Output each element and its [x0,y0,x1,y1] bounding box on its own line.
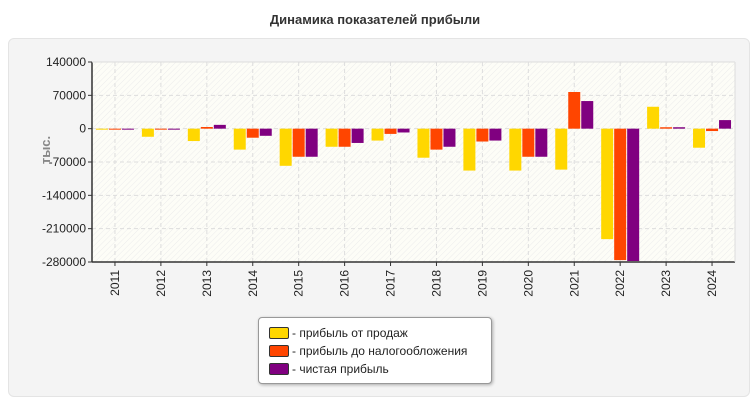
legend-label: - прибыль до налогообложения [292,344,468,358]
x-tick-label: 2011 [108,270,122,296]
bar-2014-series-2 [259,128,272,136]
bar-2017-series-2 [397,128,410,133]
bar-2012-series-1 [154,128,167,130]
x-tick-label: 2020 [521,270,535,297]
y-tick-label: -280000 [42,255,86,269]
bar-2011-series-0 [95,128,108,130]
x-tick-label: 2013 [200,270,214,297]
y-tick-label: -140000 [42,188,86,202]
bar-2020-series-0 [509,128,522,171]
bar-2014-series-0 [233,128,246,150]
bar-2011-series-2 [121,128,134,130]
bar-2021-series-2 [581,101,594,129]
y-tick-label: -70000 [49,155,87,169]
legend-item-pretax-profit: - прибыль до налогообложения [269,344,467,358]
bar-2016-series-1 [338,128,351,147]
bar-2018-series-2 [443,128,456,147]
legend-item-net-profit: - чистая прибыль [269,362,389,376]
x-tick-label: 2016 [338,270,352,297]
bar-2013-series-2 [213,124,226,129]
legend-swatch [269,363,289,375]
bar-2020-series-2 [535,128,548,157]
bar-2012-series-0 [141,128,154,137]
bar-2019-series-0 [463,128,476,171]
legend-swatch [269,327,289,339]
bar-2023-series-0 [647,106,660,129]
x-tick-label: 2014 [246,270,260,297]
legend: - прибыль от продаж - прибыль до налогоо… [258,317,492,384]
y-tick-label: 70000 [53,88,87,102]
x-tick-label: 2018 [429,270,443,297]
bar-2021-series-0 [555,128,568,170]
bar-2022-series-0 [601,128,614,240]
legend-label: - чистая прибыль [292,362,389,376]
bar-2017-series-1 [384,128,397,134]
bar-2011-series-1 [108,128,121,130]
bar-2021-series-1 [568,92,581,129]
x-tick-label: 2021 [567,270,581,297]
bar-2015-series-0 [279,128,292,166]
bar-2022-series-2 [627,128,640,262]
bar-2018-series-1 [430,128,443,150]
bar-2012-series-2 [167,128,180,130]
bar-2013-series-0 [187,128,200,142]
bar-2015-series-1 [292,128,305,157]
legend-swatch [269,345,289,357]
bar-2019-series-1 [476,128,489,142]
x-tick-label: 2023 [659,270,673,297]
bar-2014-series-1 [246,128,259,138]
bar-2022-series-1 [614,128,627,261]
y-tick-label: -210000 [42,222,86,236]
x-tick-label: 2017 [384,270,398,297]
x-tick-label: 2019 [475,270,489,297]
bar-2024-series-1 [706,128,719,132]
bar-2016-series-0 [325,128,338,147]
bar-2015-series-2 [305,128,318,157]
x-tick-label: 2024 [705,270,719,297]
chart-title: Динамика показателей прибыли [269,12,481,27]
bar-2024-series-0 [693,128,706,148]
x-tick-label: 2012 [154,270,168,297]
legend-label: - прибыль от продаж [292,326,408,340]
bar-2019-series-2 [489,128,502,141]
legend-item-sales-profit: - прибыль от продаж [269,326,408,340]
bar-2023-series-1 [660,127,673,129]
y-tick-label: 0 [79,122,86,136]
bar-2017-series-0 [371,128,384,141]
bar-2020-series-1 [522,128,535,157]
x-tick-label: 2015 [292,270,306,297]
bar-2024-series-2 [719,120,732,129]
bar-2023-series-2 [673,127,686,129]
bar-2018-series-0 [417,128,430,158]
x-tick-label: 2022 [613,270,627,297]
bar-2013-series-1 [200,127,213,129]
y-tick-label: 140000 [46,55,86,69]
bar-2016-series-2 [351,128,364,143]
y-axis-label: тыс. [38,136,53,164]
